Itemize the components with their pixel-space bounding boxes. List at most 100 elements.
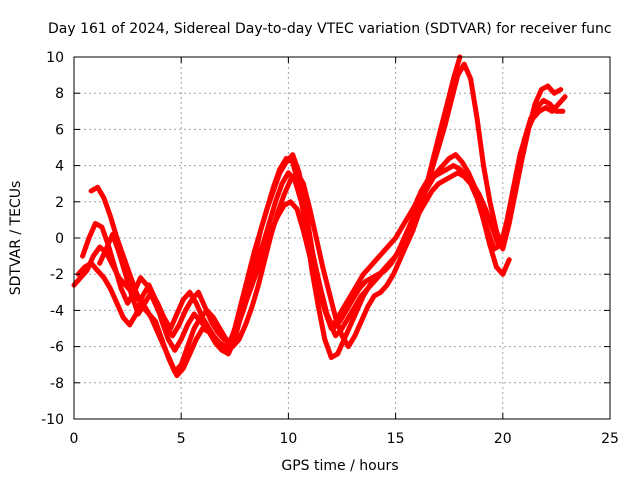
data-point	[435, 145, 441, 150]
data-point	[262, 257, 268, 263]
chart-title: Day 161 of 2024, Sidereal Day-to-day VTE…	[48, 21, 612, 37]
data-point	[170, 333, 176, 339]
data-point	[82, 264, 88, 270]
data-point	[118, 286, 124, 292]
data-point	[315, 282, 321, 288]
data-point	[223, 344, 229, 350]
series-line	[75, 170, 512, 353]
x-tick-label: 15	[387, 431, 405, 447]
data-point	[453, 152, 459, 158]
data-point	[174, 311, 180, 317]
data-point	[114, 300, 120, 306]
data-point	[182, 307, 188, 313]
y-tick-label: -2	[50, 267, 64, 283]
data-point	[107, 213, 113, 219]
data-point	[363, 278, 369, 284]
data-point	[236, 336, 242, 342]
data-point	[101, 195, 107, 201]
data-point	[560, 108, 566, 114]
data-point	[371, 293, 377, 299]
data-point	[213, 336, 219, 342]
data-point	[206, 326, 212, 331]
data-point	[382, 268, 388, 274]
data-point	[515, 170, 521, 176]
data-point	[172, 369, 178, 375]
data-point	[429, 166, 435, 172]
data-point	[358, 293, 364, 299]
data-point	[425, 177, 431, 183]
data-point	[367, 264, 373, 270]
data-point	[97, 244, 103, 250]
data-point	[556, 101, 562, 107]
data-point	[320, 264, 326, 270]
data-point	[410, 228, 416, 234]
y-tick-label: 4	[55, 159, 64, 175]
data-point	[551, 90, 557, 96]
data-point	[172, 347, 178, 353]
data-point	[399, 224, 405, 230]
data-point	[438, 170, 444, 176]
x-tick-label: 0	[70, 431, 79, 447]
data-point	[386, 242, 392, 248]
y-tick-label: -8	[50, 376, 64, 392]
data-point	[352, 333, 358, 339]
data-point	[508, 202, 514, 208]
data-point	[174, 373, 180, 379]
data-point	[388, 260, 394, 266]
data-point	[202, 304, 208, 310]
data-point	[140, 293, 146, 299]
data-point	[270, 188, 276, 194]
data-point	[303, 206, 309, 212]
data-point	[283, 159, 289, 165]
data-point	[255, 282, 261, 288]
data-point	[245, 286, 251, 292]
data-point	[277, 170, 283, 176]
data-point	[144, 282, 150, 288]
data-point	[204, 307, 210, 313]
data-point	[195, 289, 201, 295]
data-point	[365, 286, 371, 292]
data-point	[354, 282, 360, 288]
data-point	[547, 101, 553, 107]
data-point	[88, 260, 94, 266]
data-point	[148, 289, 154, 295]
series-line	[88, 61, 564, 375]
data-point	[397, 257, 403, 263]
data-point	[273, 199, 279, 205]
data-point	[127, 322, 133, 328]
data-point	[187, 351, 193, 357]
data-point	[476, 192, 482, 198]
data-point	[446, 155, 452, 161]
data-point	[225, 351, 231, 357]
data-point	[307, 206, 313, 212]
data-point	[294, 206, 300, 212]
data-point	[375, 271, 381, 277]
data-point	[178, 336, 184, 342]
data-point	[465, 170, 471, 176]
series-track-e	[97, 97, 566, 357]
data-point	[485, 228, 491, 234]
x-tick-label: 10	[279, 431, 297, 447]
data-point	[178, 362, 184, 368]
y-tick-label: -4	[50, 303, 64, 319]
data-point	[491, 246, 497, 252]
data-point	[77, 275, 83, 281]
data-point	[403, 242, 409, 248]
x-tick-label: 5	[177, 431, 186, 447]
data-point	[217, 326, 223, 331]
x-tick-label: 20	[494, 431, 512, 447]
data-point	[80, 253, 86, 259]
data-point	[328, 354, 334, 360]
data-point	[300, 228, 306, 234]
data-point	[315, 304, 321, 310]
data-point	[390, 271, 396, 277]
data-point	[545, 83, 551, 89]
data-point	[185, 322, 191, 328]
data-point	[459, 159, 465, 165]
data-point	[457, 166, 463, 172]
data-point	[489, 224, 495, 230]
data-point	[543, 105, 549, 111]
data-point	[191, 311, 197, 317]
data-point	[167, 326, 173, 331]
data-point	[92, 221, 98, 227]
